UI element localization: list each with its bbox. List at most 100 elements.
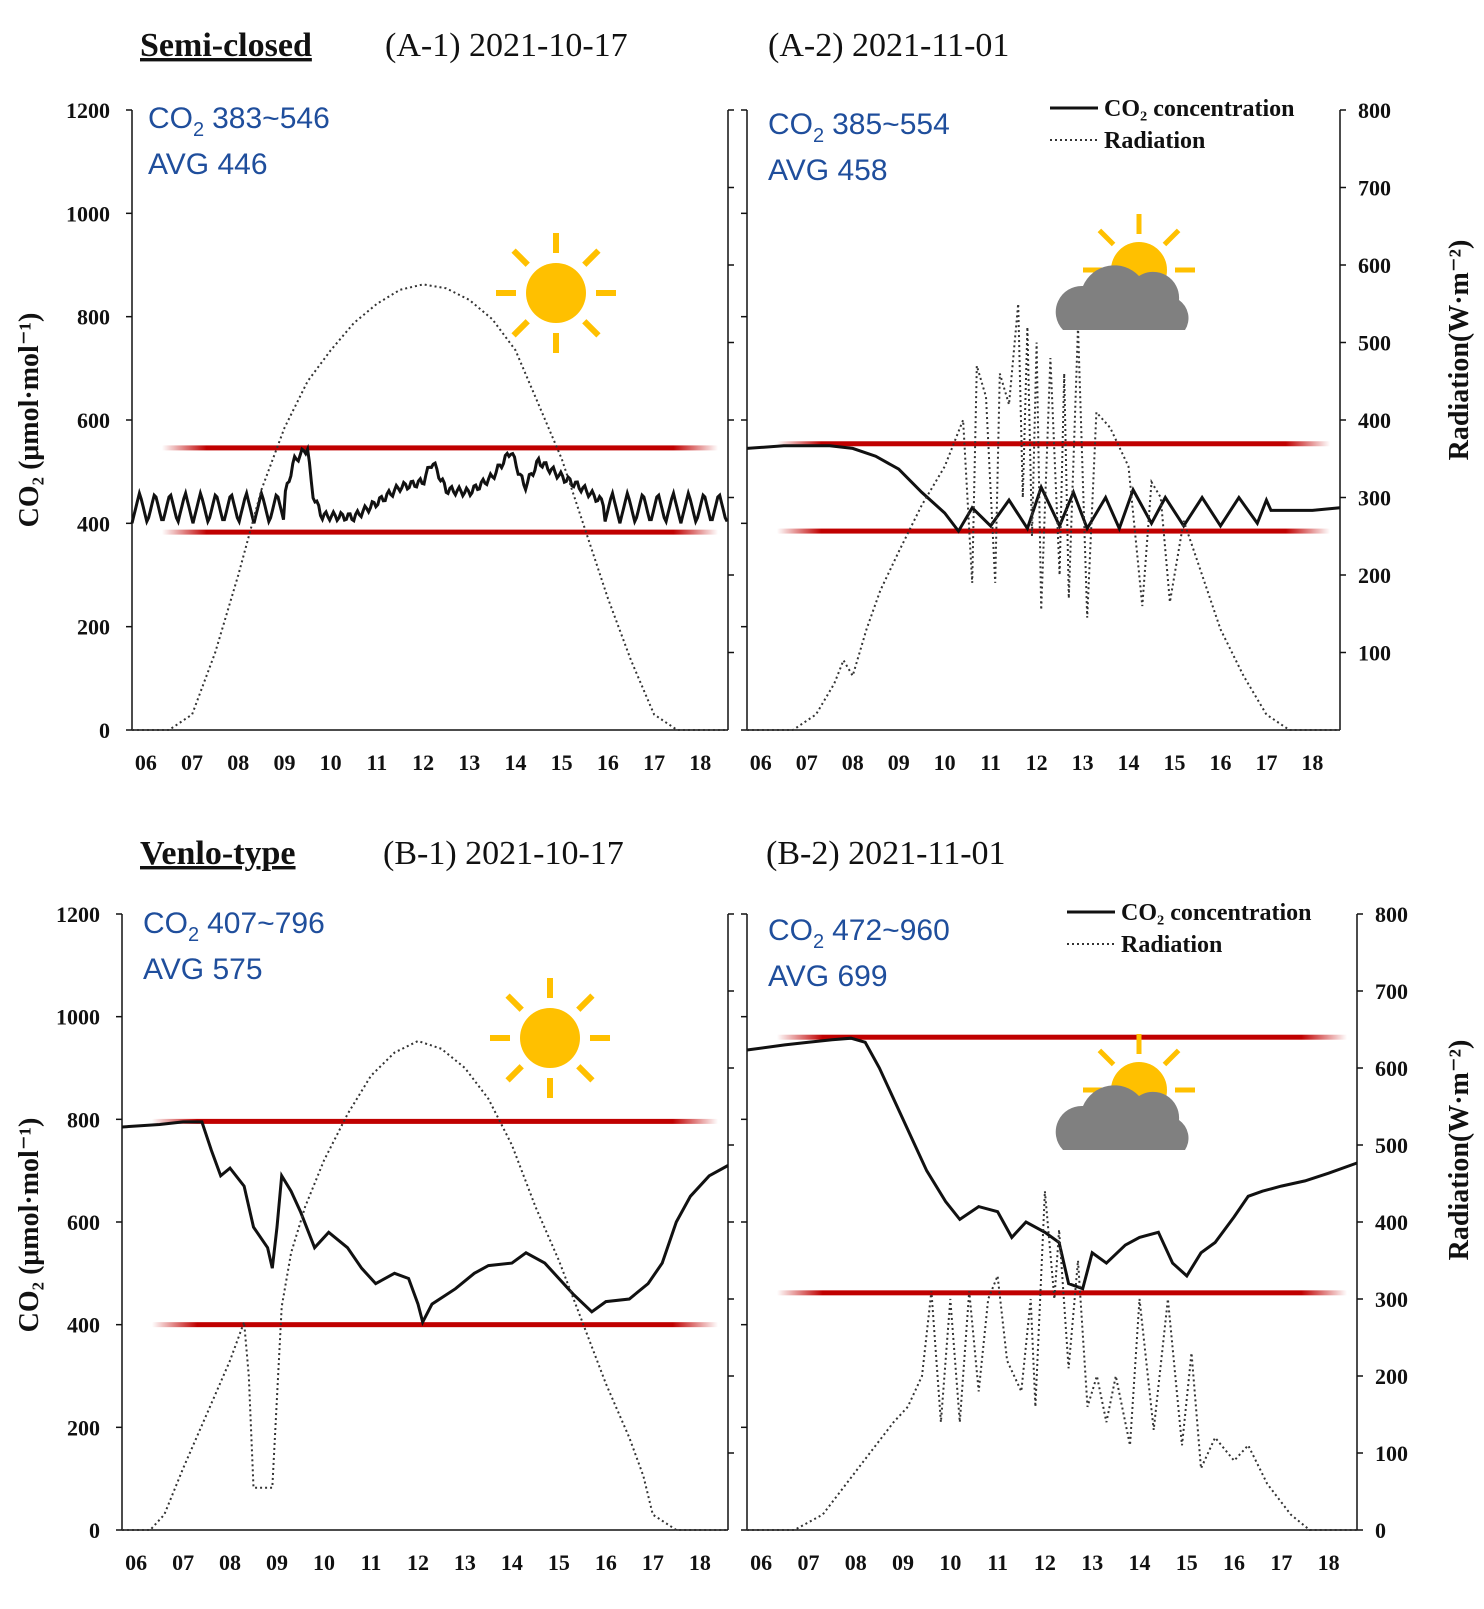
y-tick-label-left: 400 <box>67 1313 100 1338</box>
co2-series-line <box>130 443 729 527</box>
co2-series-line <box>746 1036 1358 1291</box>
x-tick-label: 13 <box>1081 1550 1103 1575</box>
x-tick-label: 09 <box>892 1550 914 1575</box>
x-tick-label: 18 <box>1301 750 1323 775</box>
x-tick-label: 09 <box>273 750 295 775</box>
y-tick-label-right: 0 <box>1375 1518 1386 1543</box>
y-tick-label-right: 600 <box>1375 1056 1408 1081</box>
y-axis-title-left-bottom: CO₂ (μmol·mol⁻¹) <box>14 1118 45 1333</box>
co2-series-line <box>121 1120 729 1327</box>
y-tick-label-left: 800 <box>77 305 110 330</box>
y-axis-title-right-top: Radiation(W·m⁻²) <box>1444 240 1475 461</box>
x-tick-label: 12 <box>412 750 434 775</box>
x-tick-label: 09 <box>266 1550 288 1575</box>
sun-disc <box>526 263 586 323</box>
cloud-shape <box>1055 1085 1189 1150</box>
x-tick-label: 13 <box>458 750 480 775</box>
panel-title-b2: (B-2) 2021-11-01 <box>766 835 1006 872</box>
y-tick-label-right: 700 <box>1375 979 1408 1004</box>
x-tick-label: 14 <box>501 1550 523 1575</box>
x-tick-label: 17 <box>643 750 665 775</box>
co2-label: CO <box>768 108 813 141</box>
panel-a1: 0 200 400 600 800 1000 1200 06 07 08 09 10 11 12 13 14 1… <box>66 98 734 775</box>
x-tick-label: 08 <box>845 1550 867 1575</box>
radiation-series-line <box>122 1039 728 1531</box>
x-tick-label: 17 <box>642 1550 664 1575</box>
x-tick-label: 08 <box>227 750 249 775</box>
x-tick-label: 15 <box>551 750 573 775</box>
sun-ray <box>576 1064 595 1083</box>
radiation-series-line <box>132 283 728 731</box>
x-tick-label: 18 <box>689 1550 711 1575</box>
legend-label-co2: CO₂ concentration <box>1104 96 1295 122</box>
co2-label: CO <box>768 914 813 947</box>
x-tick-label: 07 <box>181 750 203 775</box>
x-tick-label: 06 <box>125 1550 147 1575</box>
x-tick-label: 17 <box>1270 1550 1292 1575</box>
co2-range-value: 407~796 <box>207 907 325 940</box>
x-tick-label: 18 <box>689 750 711 775</box>
y-tick-label-right: 200 <box>1375 1364 1408 1389</box>
y-tick-label-right: 100 <box>1375 1441 1408 1466</box>
x-tick-label: 07 <box>796 750 818 775</box>
sun-ray <box>582 248 601 267</box>
co2-avg-annotation: AVG 699 <box>768 960 888 993</box>
panel-title-a1: (A-1) 2021-10-17 <box>385 27 628 64</box>
panel-b2: 0 100 200 300 400 500 600 700 800 06 07 08 09 10 11 12 1… <box>741 900 1408 1575</box>
sun-ray <box>1097 1048 1116 1067</box>
y-tick-label-left: 0 <box>99 718 110 743</box>
co2-subscript: 2 <box>193 119 204 141</box>
y-tick-label-right: 100 <box>1358 641 1391 666</box>
sun-ray <box>576 993 595 1012</box>
x-tick-label: 06 <box>750 1550 772 1575</box>
band-line-min <box>777 1290 1347 1296</box>
legend-label-radiation: Radiation <box>1121 932 1222 958</box>
co2-label: CO <box>148 102 193 135</box>
x-tick-label: 11 <box>361 1550 382 1575</box>
y-tick-label-right: 800 <box>1375 902 1408 927</box>
x-tick-label: 06 <box>135 750 157 775</box>
x-tick-label: 16 <box>1209 750 1231 775</box>
sun-icon <box>490 978 610 1098</box>
band-line-min <box>162 529 718 535</box>
y-tick-label-left: 600 <box>77 408 110 433</box>
x-tick-label: 07 <box>797 1550 819 1575</box>
panel-title-b1: (B-1) 2021-10-17 <box>383 835 624 872</box>
x-tick-label: 10 <box>320 750 342 775</box>
sun-ray <box>505 993 524 1012</box>
x-tick-label: 14 <box>504 750 526 775</box>
panel-title-a2: (A-2) 2021-11-01 <box>768 27 1009 64</box>
radiation-series-line <box>747 303 1340 731</box>
y-tick-label-right: 500 <box>1358 331 1391 356</box>
cloud-shape <box>1055 265 1189 330</box>
x-tick-label: 13 <box>454 1550 476 1575</box>
partly-cloudy-icon <box>1055 1034 1195 1150</box>
legend-label-co2: CO₂ concentration <box>1121 900 1312 926</box>
x-tick-label: 11 <box>987 1550 1008 1575</box>
group-title-venlo-type: Venlo-type <box>140 835 296 872</box>
y-tick-label-right: 800 <box>1358 98 1391 123</box>
x-tick-label: 15 <box>1176 1550 1198 1575</box>
legend-label-radiation: Radiation <box>1104 128 1205 154</box>
x-tick-label: 12 <box>407 1550 429 1575</box>
sun-ray <box>1162 1048 1181 1067</box>
x-tick-label: 06 <box>750 750 772 775</box>
band-line-min <box>152 1322 718 1328</box>
co2-range-value: 385~554 <box>832 108 950 141</box>
sun-ray <box>511 248 530 267</box>
y-tick-label-left: 1200 <box>66 98 110 123</box>
y-tick-label-right: 400 <box>1375 1210 1408 1235</box>
sun-ray <box>1162 228 1181 247</box>
x-tick-label: 18 <box>1318 1550 1340 1575</box>
co2-range-annotation: CO2 407~796 <box>143 907 325 946</box>
x-tick-label: 15 <box>548 1550 570 1575</box>
y-tick-label-left: 0 <box>89 1518 100 1543</box>
co2-range-value: 472~960 <box>832 914 950 947</box>
y-axis-title-left-top: CO₂ (μmol·mol⁻¹) <box>14 313 45 528</box>
sun-ray <box>505 1064 524 1083</box>
x-tick-label: 10 <box>939 1550 961 1575</box>
y-tick-label-right: 500 <box>1375 1133 1408 1158</box>
partly-cloudy-icon <box>1055 214 1195 330</box>
x-tick-label: 16 <box>597 750 619 775</box>
band-line-max <box>777 1034 1347 1040</box>
